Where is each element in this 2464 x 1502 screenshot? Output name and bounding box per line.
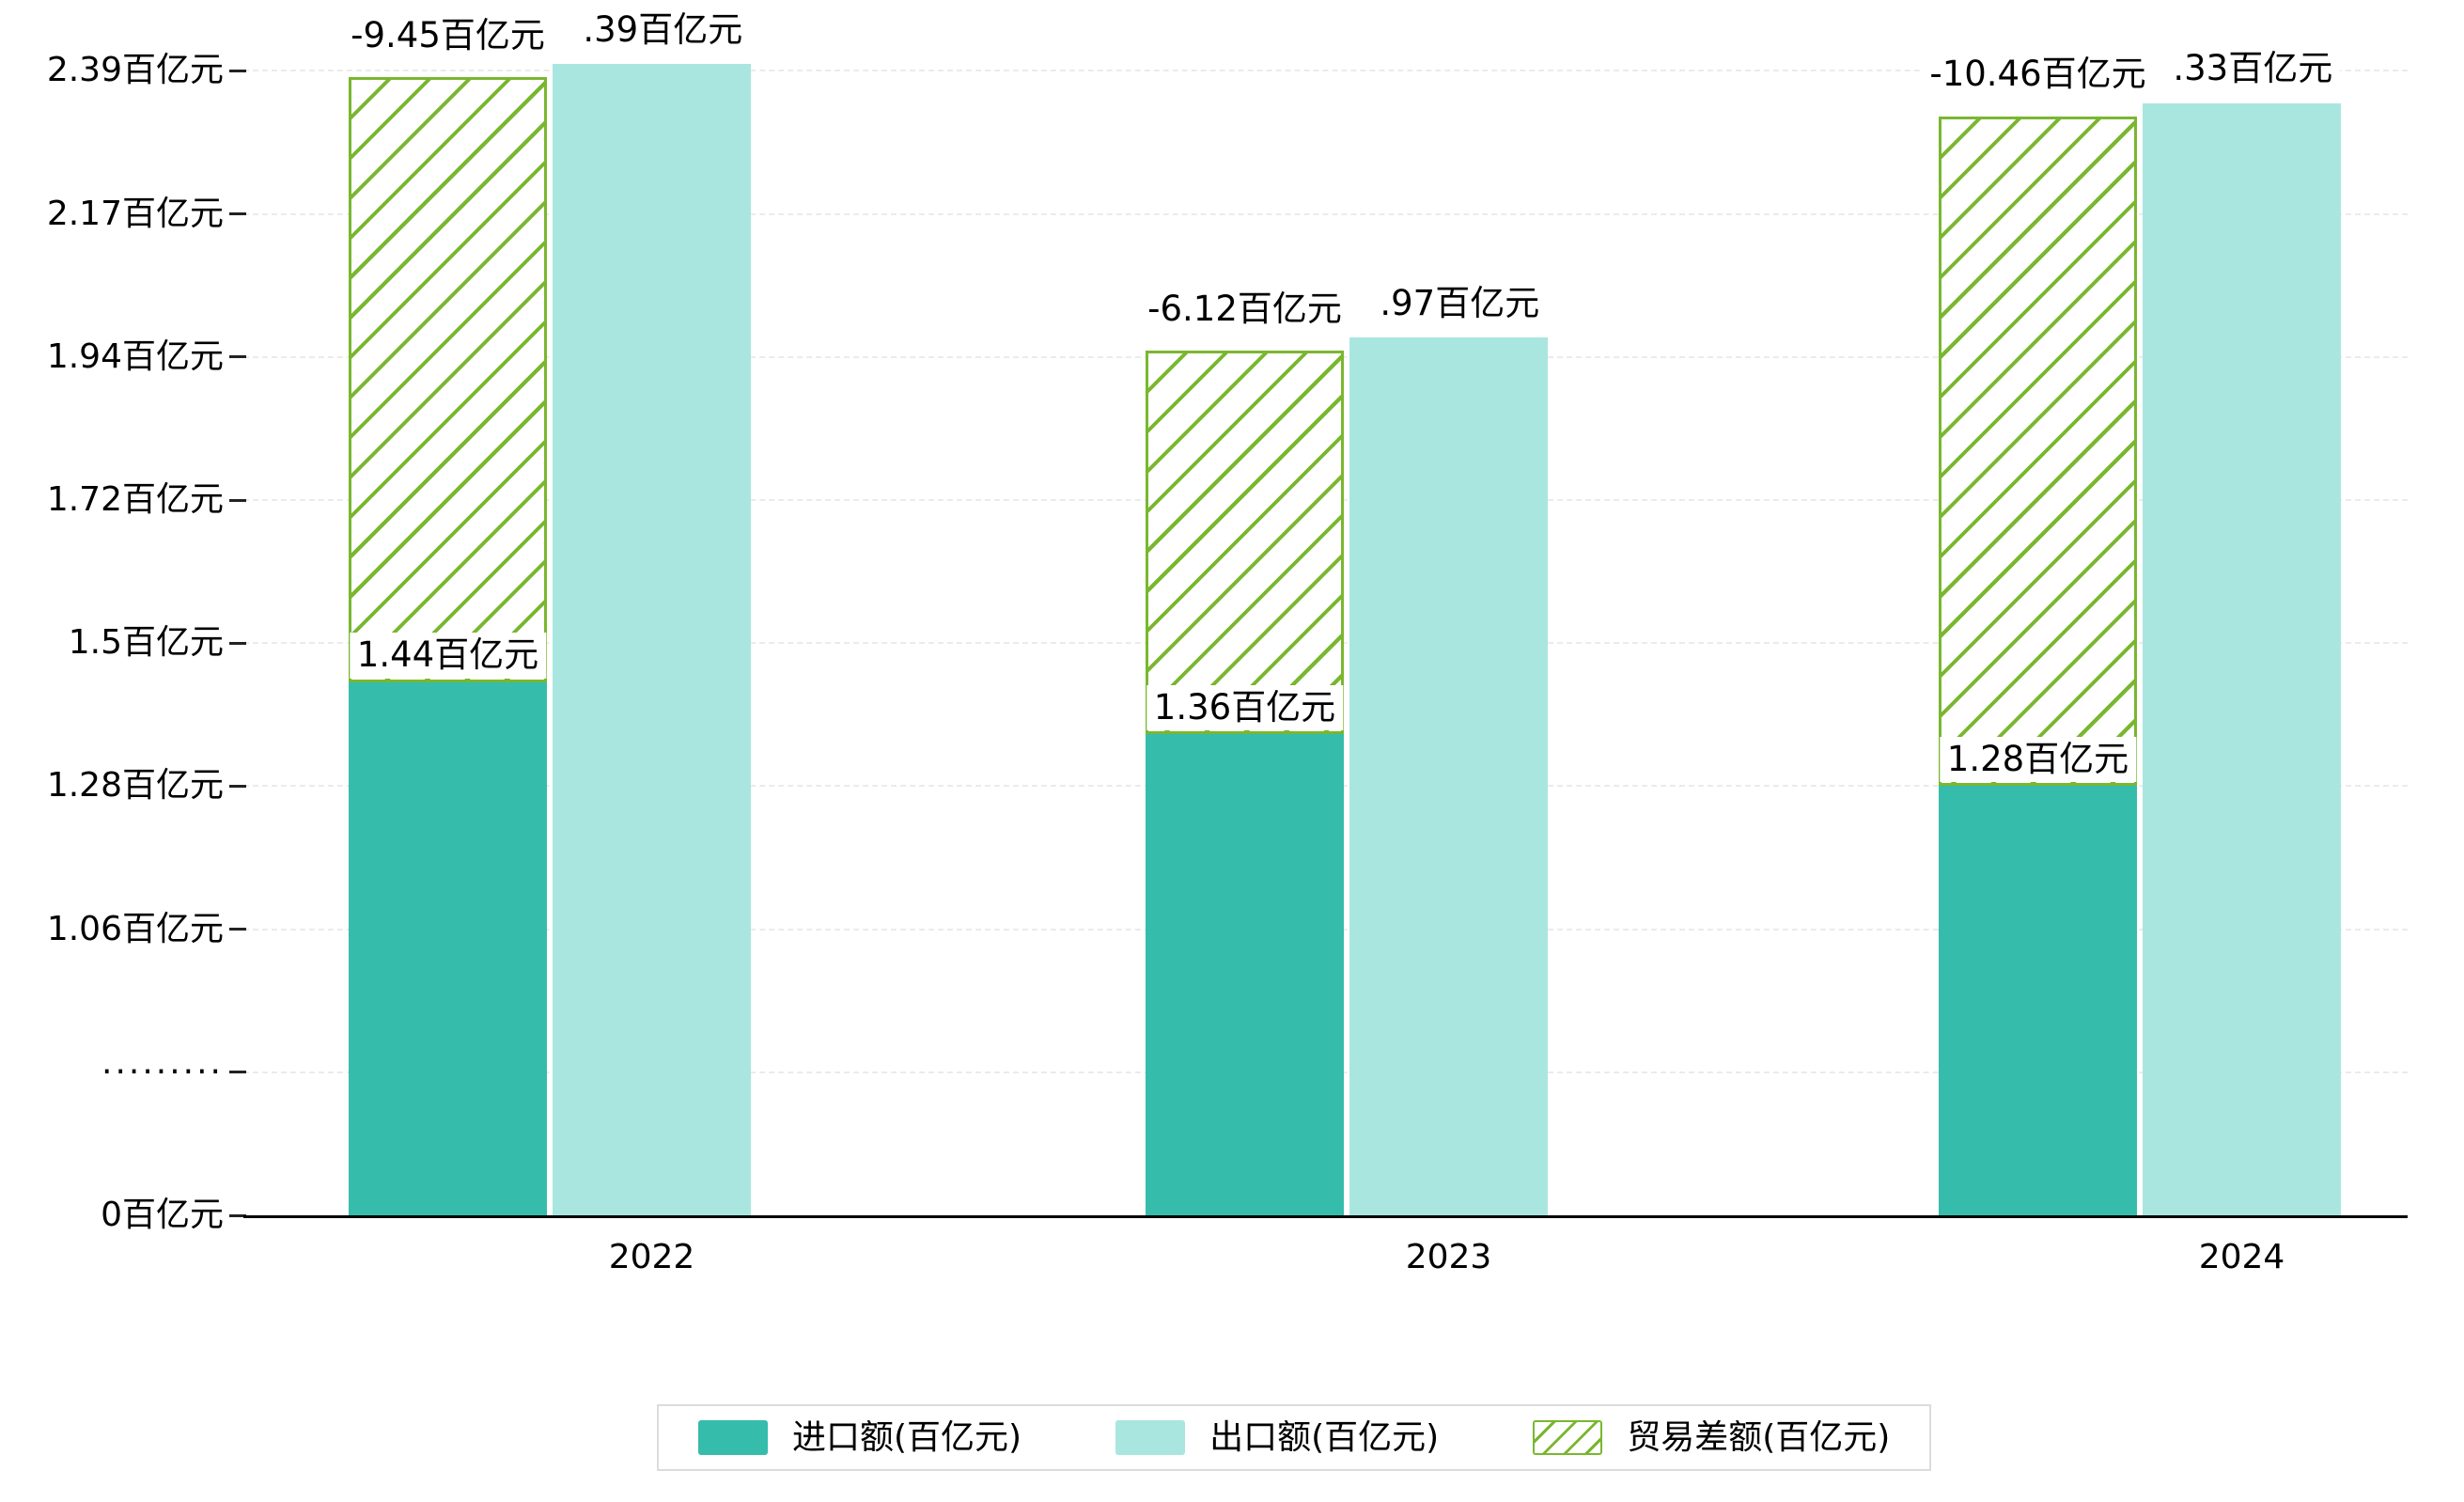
bar-trade-balance-2022[interactable] <box>349 77 547 682</box>
bar-trade-balance-2024[interactable] <box>1939 116 2137 787</box>
legend-item-trade-balance[interactable]: 贸易差额(百亿元) <box>1533 1420 1890 1455</box>
trade-balance-value-label: -6.12百亿元 <box>1140 286 1349 333</box>
import-value-label: 1.28百亿元 <box>1939 736 2137 783</box>
y-tick-mark <box>229 928 246 931</box>
x-axis-line <box>243 1215 2408 1218</box>
legend-label: 出口额(百亿元) <box>1209 1417 1440 1457</box>
y-axis-break-label: ········· <box>101 1052 224 1091</box>
bar-export-2024[interactable] <box>2143 102 2341 1215</box>
export-value-label: 2.39百亿元 <box>553 7 751 54</box>
y-tick-label: 2.39百亿元 <box>46 51 224 90</box>
trade-balance-value-label: -10.46百亿元 <box>1922 52 2154 98</box>
bar-export-2023[interactable] <box>1349 337 1548 1215</box>
y-tick-mark <box>229 498 246 502</box>
y-tick-label: 1.06百亿元 <box>46 909 224 948</box>
bar-export-2022[interactable] <box>553 64 751 1215</box>
x-tick-label-2023: 2023 <box>1405 1238 1492 1276</box>
y-tick-label: 0百亿元 <box>101 1196 224 1234</box>
bar-import-2024[interactable] <box>1939 786 2137 1215</box>
x-tick-label-2024: 2024 <box>2198 1238 2285 1276</box>
trade-balance-hatch-swatch <box>1533 1420 1603 1455</box>
occluded-char: 2 <box>560 8 584 50</box>
y-tick-label: 1.72百亿元 <box>46 480 224 519</box>
y-tick-mark <box>229 212 246 216</box>
bar-import-2022[interactable] <box>349 681 547 1215</box>
import-value-label: 1.44百亿元 <box>349 633 547 679</box>
legend: 进口额(百亿元) 出口额(百亿元) 贸易差额(百亿元) <box>657 1404 1932 1471</box>
y-tick-label: 2.17百亿元 <box>46 194 224 233</box>
export-value-label: 2.33百亿元 <box>2143 46 2341 92</box>
y-tick-mark <box>229 69 246 72</box>
legend-item-export[interactable]: 出口额(百亿元) <box>1115 1420 1439 1455</box>
y-tick-mark <box>229 1071 246 1074</box>
y-tick-label: 1.28百亿元 <box>46 766 224 806</box>
occluded-char: 2 <box>2150 48 2174 89</box>
import-value-label: 1.36百亿元 <box>1146 684 1344 731</box>
legend-item-import[interactable]: 进口额(百亿元) <box>698 1420 1021 1455</box>
y-tick-label: 1.94百亿元 <box>46 336 224 376</box>
y-tick-label: 1.5百亿元 <box>68 623 224 663</box>
x-tick-label-2022: 2022 <box>608 1238 695 1276</box>
y-tick-mark <box>229 1213 246 1217</box>
import-swatch <box>698 1420 768 1455</box>
bar-trade-balance-2023[interactable] <box>1146 351 1344 735</box>
y-tick-mark <box>229 355 246 359</box>
gridline <box>243 212 2408 215</box>
legend-label: 进口额(百亿元) <box>792 1417 1022 1457</box>
trade-balance-value-label: -9.45百亿元 <box>343 12 553 59</box>
y-tick-mark <box>229 641 246 645</box>
export-swatch <box>1115 1420 1186 1455</box>
gridline <box>243 70 2408 72</box>
occluded-char: 1 <box>1357 282 1380 323</box>
legend-label: 贸易差额(百亿元) <box>1627 1417 1891 1457</box>
y-tick-mark <box>229 784 246 788</box>
bar-import-2023[interactable] <box>1146 734 1344 1215</box>
export-value-label: 1.97百亿元 <box>1349 280 1548 327</box>
